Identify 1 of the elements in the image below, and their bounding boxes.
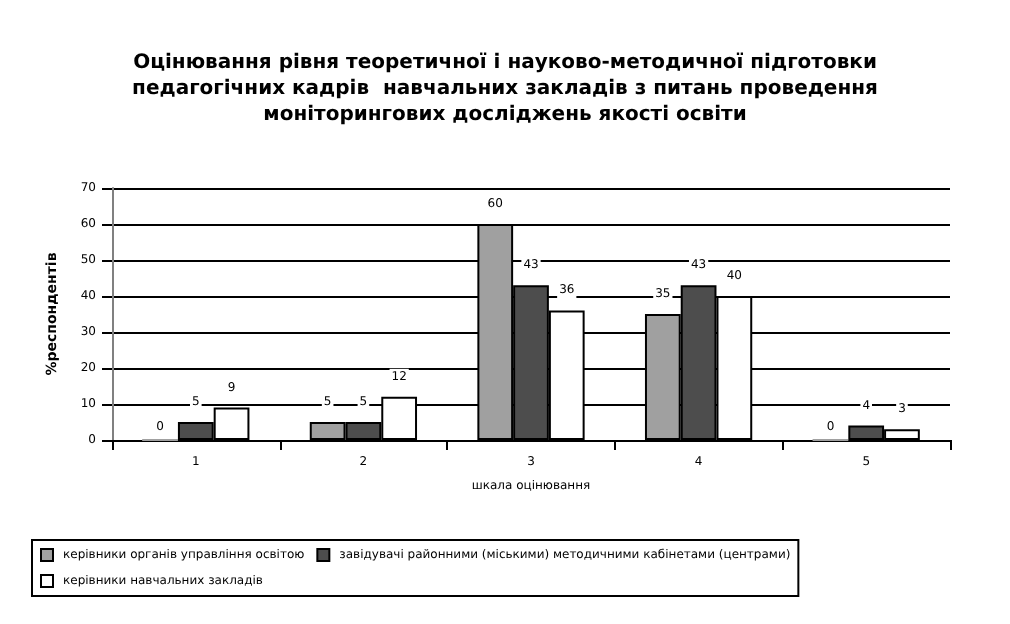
chart-title: Оцінювання рівня теоретичної і науково-методичної підготовки педагогічних кадрів навчальних закладів з питань проведення моніторингових досліджень якості освіти	[132, 52, 878, 126]
